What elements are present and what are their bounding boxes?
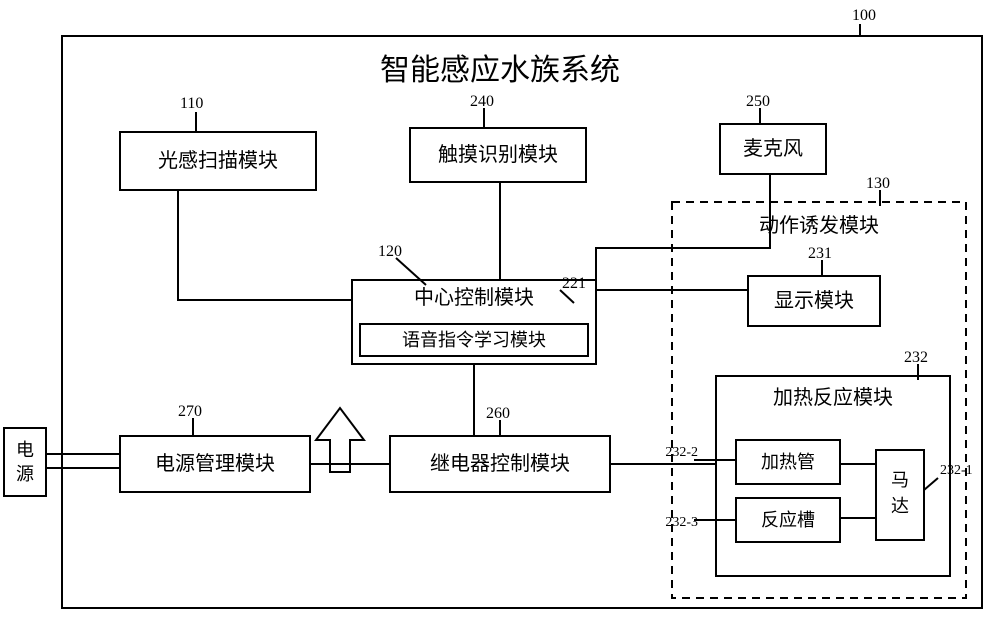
id-mic: 250 (746, 93, 770, 110)
id-pm: 270 (178, 403, 202, 420)
system-title: 智能感应水族系统 (380, 54, 620, 87)
tube-label: 加热管 (761, 452, 815, 472)
motor-label-2: 达 (891, 496, 909, 516)
center-label: 中心控制模块 (414, 286, 534, 309)
slot-label: 反应槽 (761, 510, 815, 530)
motor (876, 450, 924, 540)
touch-label: 触摸识别模块 (438, 143, 558, 166)
id-system: 100 (852, 7, 876, 24)
heat-label: 加热反应模块 (773, 386, 893, 409)
power-source (4, 428, 46, 496)
id-scan: 110 (180, 95, 203, 112)
id-touch: 240 (470, 93, 494, 110)
power-label-2: 源 (16, 464, 34, 484)
id-center: 120 (378, 243, 402, 260)
voice-label: 语音指令学习模块 (402, 330, 546, 350)
power-label-1: 电 (16, 440, 34, 460)
id-relay: 260 (486, 405, 510, 422)
id-heat: 232 (904, 349, 928, 366)
display-label: 显示模块 (774, 289, 854, 312)
id-tube: 232-2 (665, 445, 698, 460)
relay-label: 继电器控制模块 (430, 452, 570, 475)
scan-label: 光感扫描模块 (158, 149, 278, 172)
diagram-canvas: 电 源 智能感应水族系统 光感扫描模块 触摸识别模块 麦克风 中心控制模块 语音… (0, 0, 1000, 636)
id-motor: 232-1 (940, 463, 973, 478)
id-voice: 221 (562, 275, 586, 292)
id-trigger: 130 (866, 175, 890, 192)
mic-label: 麦克风 (743, 137, 803, 160)
pm-label: 电源管理模块 (155, 452, 275, 475)
trigger-label: 动作诱发模块 (759, 214, 879, 237)
id-display: 231 (808, 245, 832, 262)
id-slot: 232-3 (665, 515, 698, 530)
motor-label-1: 马 (891, 470, 909, 490)
